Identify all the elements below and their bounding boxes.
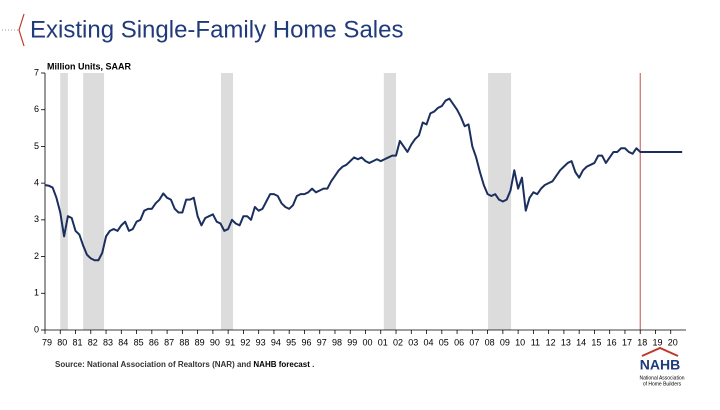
- x-tick-label: 15: [591, 337, 601, 347]
- x-tick-label: 00: [362, 337, 372, 347]
- x-tick-label: 03: [408, 337, 418, 347]
- x-tick-label: 09: [500, 337, 510, 347]
- x-tick-label: 89: [195, 337, 205, 347]
- y-tick-label: 0: [34, 324, 39, 334]
- series-line: [44, 97, 683, 262]
- x-tick-label: 88: [179, 337, 189, 347]
- x-tick-label: 96: [301, 337, 311, 347]
- x-tick-label: 97: [317, 337, 327, 347]
- x-tick-label: 93: [256, 337, 266, 347]
- y-tick-label: 2: [34, 251, 39, 261]
- x-tick-label: 85: [134, 337, 144, 347]
- x-tick-label: 08: [485, 337, 495, 347]
- x-tick-label: 18: [637, 337, 647, 347]
- source-emphasis: NAHB forecast: [253, 360, 310, 369]
- y-axis-label: Million Units, SAAR: [47, 61, 131, 71]
- source-text: Source: National Association of Realtors…: [55, 360, 253, 369]
- x-tick-label: 11: [531, 337, 540, 347]
- chart-title: Existing Single-Family Home Sales: [30, 16, 403, 43]
- x-tick-label: 82: [88, 337, 98, 347]
- recession-band: [488, 73, 512, 330]
- recession-band: [83, 73, 105, 330]
- x-tick-label: 95: [286, 337, 296, 347]
- x-tick-label: 14: [576, 337, 586, 347]
- decoration: [18, 13, 25, 47]
- x-tick-label: 80: [57, 337, 67, 347]
- x-tick-label: 17: [622, 337, 632, 347]
- y-tick-label: 1: [34, 288, 39, 298]
- x-tick-label: 92: [240, 337, 250, 347]
- source-text: .: [310, 360, 314, 369]
- x-tick-label: 13: [561, 337, 571, 347]
- x-tick-label: 01: [378, 337, 388, 347]
- x-tick-label: 05: [439, 337, 449, 347]
- x-tick-label: 81: [73, 337, 83, 347]
- recession-band: [383, 73, 397, 330]
- x-tick-label: 06: [454, 337, 464, 347]
- y-tick-label: 3: [34, 214, 39, 224]
- x-tick-label: 16: [607, 337, 617, 347]
- x-tick-label: 83: [103, 337, 113, 347]
- x-tick-label: 04: [424, 337, 434, 347]
- x-tick-label: 07: [469, 337, 479, 347]
- x-tick-label: 79: [42, 337, 52, 347]
- y-tick-label: 5: [34, 141, 39, 151]
- y-tick-label: 7: [34, 67, 39, 77]
- x-tick-label: 94: [271, 337, 281, 347]
- x-tick-label: 12: [546, 337, 556, 347]
- x-tick-label: 91: [225, 337, 235, 347]
- x-tick-label: 98: [332, 337, 342, 347]
- recession-band: [60, 73, 68, 330]
- source: Source: National Association of Realtors…: [55, 360, 314, 369]
- x-tick-label: 02: [393, 337, 403, 347]
- x-tick-label: 20: [668, 337, 678, 347]
- x-tick-label: 90: [210, 337, 220, 347]
- logo-name: NAHB: [640, 357, 680, 373]
- logo-roof: [641, 346, 679, 357]
- logo-subtitle: of Home Builders: [643, 381, 682, 387]
- x-tick-label: 87: [164, 337, 174, 347]
- x-tick-label: 19: [652, 337, 662, 347]
- x-tick-label: 99: [347, 337, 357, 347]
- y-tick-label: 6: [34, 104, 39, 114]
- x-tick-label: 84: [118, 337, 128, 347]
- x-tick-label: 10: [515, 337, 525, 347]
- x-tick-label: 86: [149, 337, 159, 347]
- recession-band: [220, 73, 234, 330]
- y-tick-label: 4: [34, 178, 39, 188]
- logo-subtitle: National Association: [639, 375, 684, 381]
